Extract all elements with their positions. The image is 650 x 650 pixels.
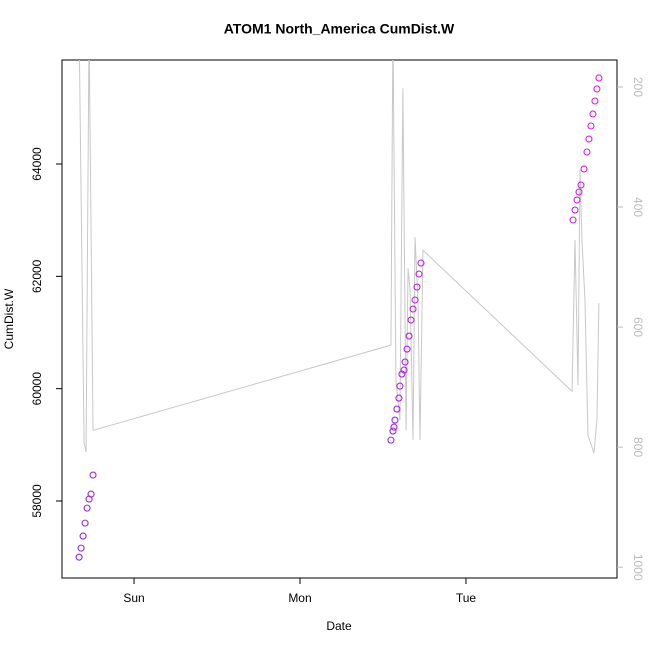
point	[391, 416, 399, 424]
point	[580, 165, 588, 173]
point	[591, 97, 599, 105]
point	[396, 382, 404, 390]
point	[585, 135, 593, 143]
point	[401, 358, 409, 366]
point	[89, 471, 97, 479]
point	[595, 74, 603, 82]
point	[77, 544, 85, 552]
point	[405, 332, 413, 340]
y-tick-label: 62000	[30, 259, 44, 293]
point	[589, 110, 597, 118]
point	[577, 181, 585, 189]
y-axis-label: CumDist.W	[2, 288, 16, 349]
point	[390, 423, 398, 431]
point	[393, 405, 401, 413]
point	[587, 122, 595, 130]
y-tick-label: 58000	[30, 484, 44, 518]
point	[413, 283, 421, 291]
y2-tick-label: 600	[631, 317, 645, 337]
point	[409, 305, 417, 313]
chart-title: ATOM1 North_America CumDist.W	[224, 21, 455, 37]
point	[81, 519, 89, 527]
point	[571, 206, 579, 214]
point	[573, 196, 581, 204]
x-tick-label: Sun	[123, 591, 144, 605]
point	[400, 366, 408, 374]
y2-tick-label: 200	[631, 77, 645, 97]
line	[78, 60, 600, 454]
point	[415, 270, 423, 278]
point	[398, 370, 406, 378]
y-tick-label: 64000	[30, 147, 44, 181]
point	[575, 188, 583, 196]
y2-tick-label: 1000	[631, 554, 645, 581]
point	[417, 259, 425, 267]
point	[593, 85, 601, 93]
point	[389, 427, 397, 435]
plot-box	[61, 59, 618, 579]
point	[387, 436, 395, 444]
y2-tick-label: 800	[631, 437, 645, 457]
plot-area	[75, 60, 603, 561]
point	[75, 553, 83, 561]
point	[403, 345, 411, 353]
x-axis-label: Date	[326, 619, 352, 633]
point	[583, 148, 591, 156]
point	[79, 532, 87, 540]
y-tick-label: 60000	[30, 372, 44, 406]
y2-tick-label: 400	[631, 197, 645, 217]
point	[83, 504, 91, 512]
point	[407, 316, 415, 324]
point	[87, 490, 95, 498]
point	[395, 394, 403, 402]
x-tick-label: Tue	[456, 591, 477, 605]
x-tick-label: Mon	[288, 591, 311, 605]
point	[569, 216, 577, 224]
point	[411, 296, 419, 304]
